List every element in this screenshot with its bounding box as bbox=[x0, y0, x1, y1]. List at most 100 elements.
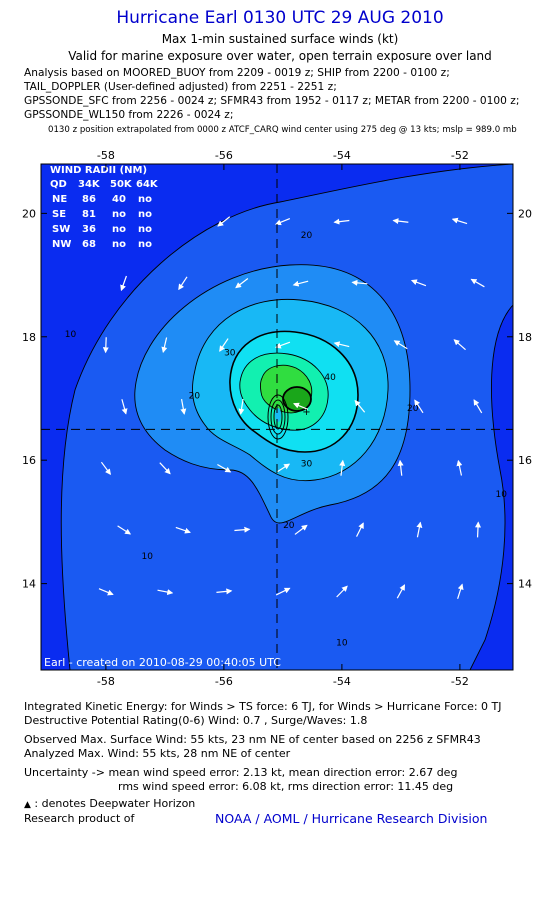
svg-text:81: 81 bbox=[82, 209, 96, 220]
wind-vector bbox=[275, 587, 291, 596]
contour-label: 10 bbox=[495, 490, 507, 500]
wind-vector bbox=[470, 278, 485, 288]
x-tick-label: -58 bbox=[97, 675, 115, 688]
contour-label: 30 bbox=[224, 348, 236, 358]
created-stamp: Earl - created on 2010-08-29 00:40:05 UT… bbox=[44, 656, 281, 669]
contour-label: 40 bbox=[324, 373, 336, 383]
wind-vector bbox=[416, 521, 423, 538]
contour-label: 20 bbox=[301, 231, 313, 241]
svg-text:no: no bbox=[138, 224, 152, 235]
page-title: Hurricane Earl 0130 UTC 29 AUG 2010 bbox=[116, 8, 444, 28]
wind-vector bbox=[234, 526, 251, 533]
wind-vector bbox=[157, 589, 174, 596]
wind-vector bbox=[98, 588, 114, 596]
wind-vector bbox=[292, 280, 309, 287]
wind-vector bbox=[333, 218, 350, 225]
y-tick-label: 20 bbox=[518, 207, 532, 220]
wind-vector bbox=[238, 398, 245, 415]
position-note: 0130 z position extrapolated from 0000 z… bbox=[48, 125, 517, 135]
wind-vector bbox=[410, 279, 427, 287]
x-tick-label: -52 bbox=[451, 149, 469, 162]
svg-text:NE: NE bbox=[52, 194, 67, 205]
svg-text:no: no bbox=[138, 209, 152, 220]
analysis-line-3: GPSSONDE_SFC from 2256 - 0024 z; SFMR43 … bbox=[24, 95, 520, 107]
svg-text:50K: 50K bbox=[110, 179, 133, 190]
contour-label: 10 bbox=[65, 330, 77, 340]
wind-vector bbox=[475, 521, 482, 538]
wind-vector bbox=[393, 340, 408, 350]
legend-deepwater-label: : denotes Deepwater Horizon bbox=[34, 797, 196, 810]
svg-text:64K: 64K bbox=[136, 179, 159, 190]
wind-vector bbox=[336, 585, 348, 598]
contour-label: 20 bbox=[407, 404, 419, 414]
eye-ring-contours bbox=[267, 394, 289, 440]
subtitle-exposure: Valid for marine exposure over water, op… bbox=[68, 49, 492, 63]
subtitle-winds: Max 1-min sustained surface winds (kt) bbox=[161, 32, 399, 46]
wind-vector bbox=[180, 399, 187, 415]
wind-radii-table: WIND RADII (NM) QD 34K 50K 64K NE 86 40 no… bbox=[50, 165, 159, 250]
wind-vector bbox=[392, 218, 409, 225]
y-tick-label: 16 bbox=[22, 454, 36, 467]
x-tick-label: -56 bbox=[215, 675, 233, 688]
max-wind-marker: + bbox=[302, 407, 310, 418]
wind-vector bbox=[473, 399, 483, 414]
svg-text:no: no bbox=[112, 239, 126, 250]
wind-field-chart: 10 10 10 10 20 20 20 20 30 30 40 + WIND RADII (NM)… bbox=[22, 149, 532, 688]
wind-vector bbox=[274, 341, 291, 349]
wind-vector bbox=[414, 399, 424, 414]
y-tick-label: 16 bbox=[518, 454, 532, 467]
wind-radii-row: NW 68 no no bbox=[52, 239, 152, 250]
wind-vector bbox=[161, 337, 168, 354]
wind-vector bbox=[217, 463, 232, 473]
svg-text:34K: 34K bbox=[78, 179, 101, 190]
svg-text:no: no bbox=[112, 224, 126, 235]
wind-vector bbox=[293, 402, 309, 410]
wind-vector bbox=[276, 463, 291, 473]
wind-vector bbox=[219, 338, 229, 352]
svg-text:36: 36 bbox=[82, 224, 96, 235]
ike-line: Integrated Kinetic Energy: for Winds > T… bbox=[24, 700, 502, 713]
wind-vector bbox=[397, 459, 404, 476]
x-tick-label: -56 bbox=[215, 149, 233, 162]
wind-radii-title: WIND RADII (NM) bbox=[50, 165, 147, 176]
contour-labels: 10 10 10 10 20 20 20 20 30 30 40 bbox=[65, 231, 507, 648]
wind-vector bbox=[100, 461, 111, 476]
wind-vector bbox=[351, 279, 368, 286]
wind-radii-row: NE 86 40 no bbox=[52, 194, 152, 205]
wind-radii-header: QD 34K 50K 64K bbox=[50, 179, 159, 190]
contour-label: 30 bbox=[301, 459, 313, 469]
max-wind-core bbox=[282, 386, 312, 412]
analysis-line-4: GPSSONDE_WL150 from 2226 - 0024 z; bbox=[24, 109, 234, 121]
wind-vector bbox=[457, 583, 464, 599]
wind-radii-row: SE 81 no no bbox=[52, 209, 152, 220]
wind-radii-row: SW 36 no no bbox=[52, 224, 152, 235]
wind-vector bbox=[339, 459, 346, 476]
x-tick-label: -58 bbox=[97, 149, 115, 162]
wind-vector bbox=[235, 278, 249, 289]
svg-text:40: 40 bbox=[112, 194, 126, 205]
svg-text:NW: NW bbox=[52, 239, 71, 250]
wind-vector bbox=[453, 339, 466, 351]
research-label: Research product of bbox=[24, 812, 135, 825]
svg-text:no: no bbox=[138, 194, 152, 205]
y-tick-label: 18 bbox=[22, 331, 36, 344]
wind-vector bbox=[117, 525, 132, 535]
svg-text:SW: SW bbox=[52, 224, 70, 235]
analysis-line-1: Analysis based on MOORED_BUOY from 2209 … bbox=[24, 67, 450, 79]
wind-vector bbox=[121, 399, 128, 415]
observed-max-wind: Observed Max. Surface Wind: 55 kts, 23 n… bbox=[24, 733, 481, 746]
wind-vector bbox=[120, 275, 127, 292]
svg-text:86: 86 bbox=[82, 194, 96, 205]
analysis-line-2: TAIL_DOPPLER (User-defined adjusted) fro… bbox=[24, 81, 337, 93]
contour-label: 20 bbox=[283, 521, 295, 531]
contour-label: 10 bbox=[336, 638, 348, 648]
wind-vector bbox=[159, 462, 171, 475]
y-tick-label: 14 bbox=[22, 578, 36, 591]
aoml-link[interactable]: NOAA / AOML / Hurricane Research Divisio… bbox=[215, 811, 488, 826]
x-tick-label: -54 bbox=[333, 675, 351, 688]
wind-vector bbox=[275, 217, 291, 226]
wind-vector bbox=[354, 399, 366, 413]
svg-text:68: 68 bbox=[82, 239, 96, 250]
wind-vector bbox=[333, 341, 350, 348]
svg-text:no: no bbox=[112, 209, 126, 220]
